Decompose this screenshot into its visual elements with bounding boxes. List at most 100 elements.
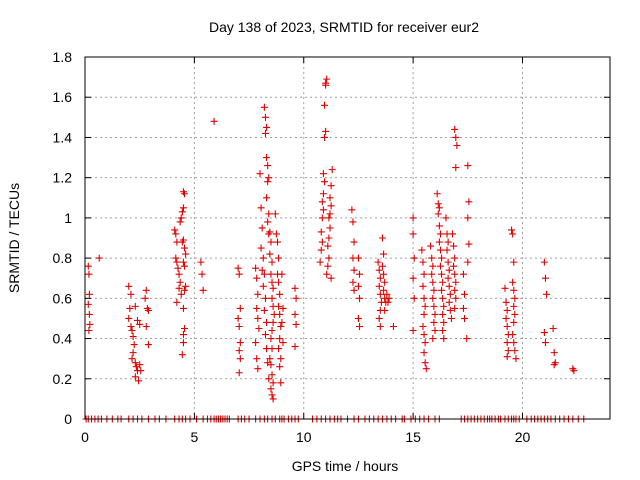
data-point [510,258,518,266]
data-point [419,282,427,290]
data-point [510,318,518,326]
data-point [434,210,442,218]
data-point [177,290,185,298]
data-point [428,254,436,262]
data-point [141,294,149,302]
data-point [182,250,190,258]
data-point [511,347,519,355]
x-tick-label: 10 [296,429,312,445]
data-point [319,170,327,178]
data-point [172,254,180,262]
data-point [354,254,362,262]
data-point [540,329,548,337]
data-point [376,290,384,298]
data-point [276,335,284,343]
data-point [267,335,275,343]
data-point [380,286,388,294]
data-point [504,347,512,355]
data-point [173,258,181,266]
data-point [265,174,273,182]
data-point [409,274,417,282]
data-point [268,294,276,302]
data-point [278,318,286,326]
data-point [451,254,459,262]
data-point [451,125,459,133]
data-point [452,278,460,286]
data-point [266,250,274,258]
data-point [431,310,439,318]
data-point [440,318,448,326]
data-point [420,294,428,302]
data-point [260,306,268,314]
data-point [451,270,459,278]
data-point [137,367,145,375]
data-point [142,286,150,294]
data-point [234,314,242,322]
data-point [317,228,325,236]
data-point [85,310,93,318]
data-point [508,226,516,234]
data-point [144,306,152,314]
data-point [254,314,262,322]
data-point [263,194,271,202]
data-point [375,314,383,322]
data-point [292,320,300,328]
data-point [442,214,450,222]
data-point [318,238,326,246]
data-point [440,335,448,343]
data-point [439,327,447,335]
data-point [450,262,458,270]
data-point [135,377,143,385]
data-point [260,270,268,278]
data-point [179,258,187,266]
y-tick-label: 1 [64,210,72,226]
data-point [327,274,335,282]
data-point [179,339,187,347]
data-point [198,270,206,278]
data-point [252,264,260,272]
data-point [350,286,358,294]
data-point [84,300,92,308]
data-point [259,282,267,290]
data-point [464,258,472,266]
data-point [461,314,469,322]
data-point [445,266,453,274]
data-point [324,242,332,250]
data-point [511,310,519,318]
data-point [509,230,517,238]
data-point [125,314,133,322]
y-tick-label: 0.2 [53,371,73,387]
data-point [131,302,139,310]
data-point [427,242,435,250]
data-point [438,270,446,278]
data-point [444,274,452,282]
data-point [438,286,446,294]
data-point [451,286,459,294]
data-point [322,127,330,135]
data-point [86,320,94,328]
data-point [267,270,275,278]
data-point [257,244,265,252]
data-point [179,204,187,212]
data-point [277,322,285,330]
data-point [263,154,271,162]
data-point [292,294,300,302]
data-point [130,341,138,349]
data-point [175,284,183,292]
data-point [236,339,244,347]
data-point [265,230,273,238]
data-point [236,304,244,312]
data-point [324,262,332,270]
data-point [421,339,429,347]
data-point [279,339,287,347]
y-tick-label: 0.4 [53,331,73,347]
data-point [430,286,438,294]
data-point [272,230,280,238]
data-point [420,310,428,318]
data-point [439,278,447,286]
data-point [436,230,444,238]
data-point [261,294,269,302]
data-point [267,385,275,393]
data-point [291,343,299,351]
